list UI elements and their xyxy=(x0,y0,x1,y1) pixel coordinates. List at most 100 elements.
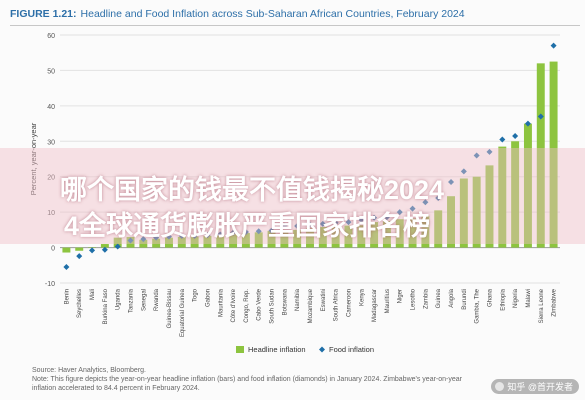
point-food-inflation xyxy=(204,232,211,239)
x-tick-label: Namibia xyxy=(295,288,301,311)
point-food-inflation xyxy=(422,199,429,206)
point-food-inflation xyxy=(524,120,531,127)
bar-headline-inflation xyxy=(241,233,250,248)
x-tick-label: South Sudan xyxy=(270,289,276,324)
bar-headline-inflation xyxy=(331,227,340,248)
x-tick-label: Rwanda xyxy=(154,288,160,311)
point-food-inflation xyxy=(294,222,301,229)
x-tick-label: Burkina Faso xyxy=(103,288,109,324)
source-text: Source: Haver Analytics, Bloomberg. xyxy=(32,367,146,374)
point-food-inflation xyxy=(281,222,288,229)
point-food-inflation xyxy=(268,227,275,234)
point-food-inflation xyxy=(486,148,493,155)
point-food-inflation xyxy=(499,136,506,143)
x-tick-label: Guinea xyxy=(436,288,442,308)
point-food-inflation xyxy=(409,205,416,212)
x-tick-label: Nigeria xyxy=(513,288,519,308)
overlay-title-line2: 4全球通货膨胀严重国家排名榜 xyxy=(64,211,431,241)
bar-headline-inflation xyxy=(139,239,148,248)
x-tick-label: Cameroon xyxy=(346,289,352,317)
x-tick-label: Malawi xyxy=(526,289,532,308)
y-tick-label: 0 xyxy=(51,246,55,253)
legend-swatch-food xyxy=(319,346,325,353)
bar-headline-inflation xyxy=(511,141,520,248)
overlay-banner: 哪个国家的钱最不值钱揭秘2024 4全球通货膨胀严重国家排名榜 xyxy=(0,148,585,244)
point-food-inflation xyxy=(460,168,467,175)
note-text-line1: Note: This figure depicts the year-on-ye… xyxy=(32,376,462,383)
point-food-inflation xyxy=(396,209,403,216)
point-food-inflation xyxy=(319,220,326,227)
bar-headline-inflation xyxy=(203,235,212,248)
bar-headline-inflation xyxy=(357,225,366,248)
y-tick-label: 20 xyxy=(47,175,55,182)
bar-headline-inflation xyxy=(190,236,199,248)
title-rule xyxy=(10,25,580,26)
point-food-inflation xyxy=(101,246,108,253)
bar-headline-inflation xyxy=(229,233,238,248)
x-tick-label: Ethiopia xyxy=(500,288,506,310)
legend-label-headline: Headline inflation xyxy=(248,345,306,354)
bar-headline-inflation xyxy=(370,222,379,248)
point-food-inflation xyxy=(358,216,365,223)
point-food-inflation xyxy=(435,194,442,201)
bar-headline-inflation xyxy=(165,237,173,248)
bar-headline-inflation xyxy=(254,232,263,248)
x-tick-label: Gambia, The xyxy=(475,288,481,323)
bar-headline-inflation xyxy=(523,123,532,248)
bar-headline-inflation xyxy=(434,210,443,248)
x-tick-label: Senegal xyxy=(141,289,147,311)
point-food-inflation xyxy=(537,113,544,120)
point-food-inflation xyxy=(191,232,198,239)
point-food-inflation xyxy=(217,231,224,238)
point-food-inflation xyxy=(127,237,134,244)
point-food-inflation xyxy=(255,228,262,235)
x-tick-label: Mali xyxy=(90,289,96,300)
x-tick-label: Gabon xyxy=(205,289,211,307)
bar-headline-inflation xyxy=(498,146,507,248)
point-food-inflation xyxy=(383,214,390,221)
watermark-text: 知乎 @首开发者 xyxy=(507,382,573,392)
point-food-inflation xyxy=(230,229,237,236)
x-tick-label: Congo, Rep. xyxy=(244,289,250,323)
x-tick-label: Zambia xyxy=(423,288,429,309)
note-text-line2: inflation accelerated to 84.4 percent in… xyxy=(32,385,200,392)
x-tick-label: Mauritius xyxy=(385,289,391,313)
bar-headline-inflation xyxy=(75,247,84,251)
x-tick-label: Burundi xyxy=(462,289,468,310)
point-food-inflation xyxy=(76,253,83,260)
bar-headline-inflation xyxy=(152,238,161,248)
legend-swatch-headline xyxy=(236,346,244,353)
x-tick-label: Kenya xyxy=(359,288,365,306)
figure-title-text: Headline and Food Inflation across Sub-S… xyxy=(80,8,465,20)
bar-headline-inflation xyxy=(459,178,468,248)
point-food-inflation xyxy=(140,236,147,243)
watermark: 知乎 @首开发者 xyxy=(491,379,579,394)
x-tick-label: Mauritania xyxy=(218,288,224,317)
point-food-inflation xyxy=(512,132,519,139)
y-tick-label: 50 xyxy=(47,68,55,75)
x-tick-label: Zimbabwe xyxy=(552,288,558,316)
x-tick-label: Côte d'Ivoire xyxy=(231,288,237,322)
x-tick-label: Uganda xyxy=(116,288,122,310)
point-food-inflation xyxy=(63,264,70,271)
x-tick-label: Ghana xyxy=(487,288,493,307)
point-food-inflation xyxy=(332,219,339,226)
point-food-inflation xyxy=(448,179,455,186)
x-tick-label: Niger xyxy=(398,289,404,303)
bar-headline-inflation xyxy=(216,234,225,248)
bar-headline-inflation xyxy=(447,196,455,248)
point-food-inflation xyxy=(89,247,96,254)
figure-number: FIGURE 1.21: xyxy=(10,8,77,20)
bar-headline-inflation xyxy=(267,230,276,248)
y-tick-label: 40 xyxy=(47,104,55,111)
point-food-inflation xyxy=(371,214,378,221)
figure-notes: Source: Haver Analytics, Bloomberg. Note… xyxy=(32,366,522,393)
bar-headline-inflation xyxy=(549,61,558,248)
bar-headline-inflation xyxy=(318,227,327,248)
bar-headline-inflation xyxy=(536,63,545,248)
point-food-inflation xyxy=(242,228,249,235)
bar-headline-inflation xyxy=(485,165,494,248)
point-food-inflation xyxy=(165,233,172,240)
overlay-title-line1: 哪个国家的钱最不值钱揭秘2024 xyxy=(60,175,445,205)
